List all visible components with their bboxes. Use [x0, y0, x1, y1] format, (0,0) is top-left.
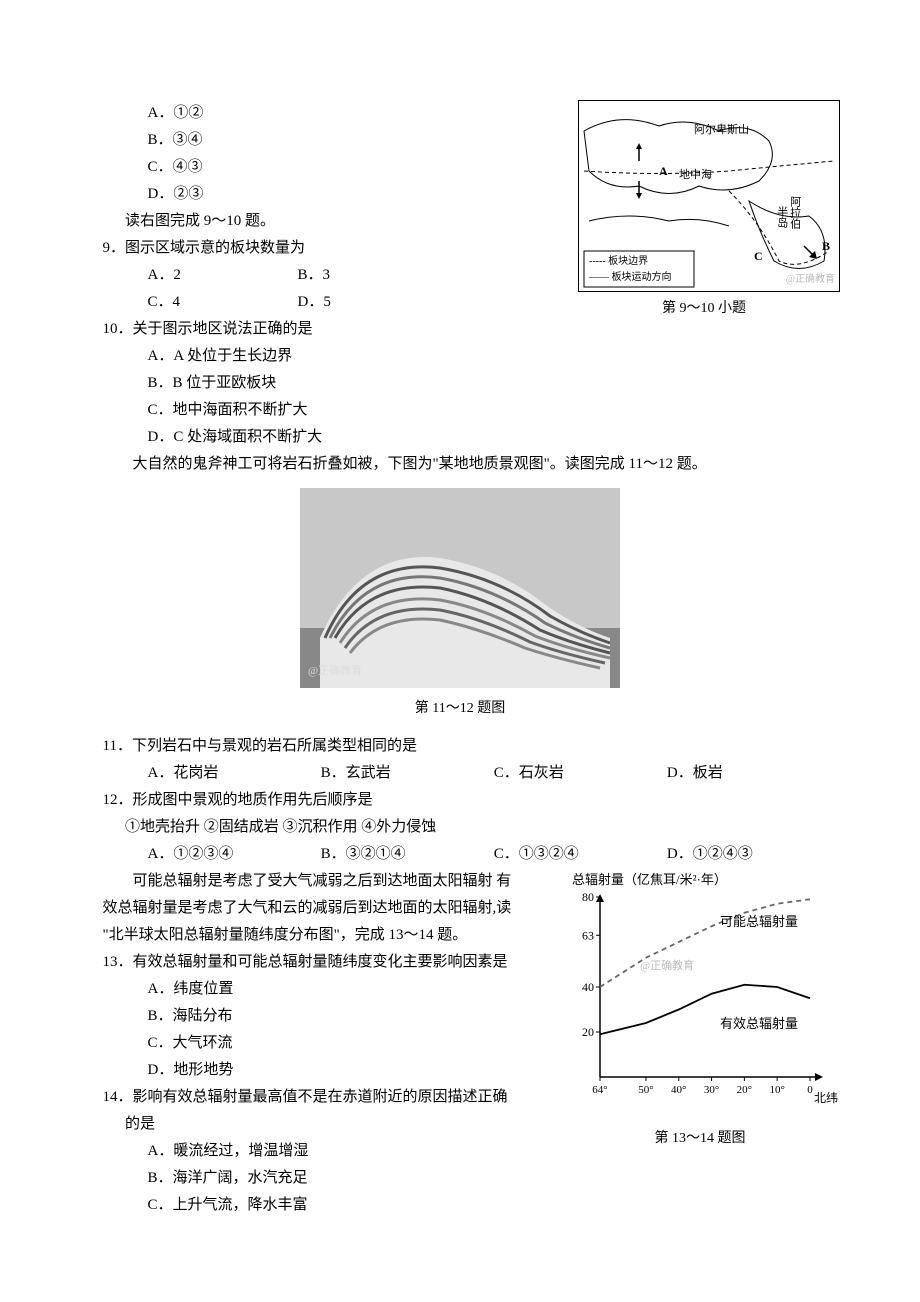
q10-opt-d: D．C 处海域面积不断扩大 — [80, 424, 568, 451]
rock-caption: 第 11～12 题图 — [80, 696, 840, 721]
q9-stem: 9．图示区域示意的板块数量为 — [80, 235, 568, 262]
q11-stem: 11．下列岩石中与景观的岩石所属类型相同的是 — [80, 733, 840, 760]
q12-opt-c: C．①③②④ — [494, 841, 667, 868]
svg-text:0: 0 — [807, 1084, 813, 1096]
rock-watermark: @正确教育 — [308, 662, 362, 682]
q11-opt-a: A．花岗岩 — [148, 760, 321, 787]
q9-opt-b: B．3 — [298, 262, 331, 289]
q10-opt-a: A．A 处位于生长边界 — [80, 343, 568, 370]
col-left-9-10: A．①② B．③④ C．④③ D．②③ 读右图完成 9～10 题。 9．图示区域… — [80, 100, 568, 451]
q10-stem: 10．关于图示地区说法正确的是 — [80, 316, 568, 343]
chart-image: 80 63 40 20 64° 50° 40° 30° 20° 10° 0 可能总辐射量 有效总辐射… — [570, 892, 840, 1122]
q14-opt-b: B．海洋广阔，水汽充足 — [80, 1165, 560, 1192]
q13-stem: 13．有效总辐射量和可能总辐射量随纬度变化主要影响因素是 — [80, 949, 560, 976]
svg-text:80: 80 — [582, 892, 594, 904]
q10-opt-c: C．地中海面积不断扩大 — [80, 397, 568, 424]
chart-xlabel: 北纬 — [814, 1088, 838, 1110]
q8-opt-b: B．③④ — [80, 127, 568, 154]
map-label-alps: 阿尔卑斯山 — [694, 121, 749, 141]
block-9-10: A．①② B．③④ C．④③ D．②③ 读右图完成 9～10 题。 9．图示区域… — [80, 100, 840, 451]
map-watermark: @正确教育 — [786, 271, 835, 289]
q13-opt-d: D．地形地势 — [80, 1057, 560, 1084]
map-legend2: —— 板块运动方向 — [589, 269, 672, 287]
q8-opt-d: D．②③ — [80, 181, 568, 208]
q13-opt-c: C．大气环流 — [80, 1030, 560, 1057]
chart-watermark: @正确教育 — [640, 957, 694, 977]
q14-opt-c: C．上升气流，降水丰富 — [80, 1192, 560, 1219]
q11-opt-c: C．石灰岩 — [494, 760, 667, 787]
svg-text:40°: 40° — [671, 1084, 686, 1096]
chart-caption: 第 13～14 题图 — [560, 1126, 840, 1151]
map-image: 阿尔卑斯山 地中海 A B C 阿拉伯 半岛 ----- 板块边界 —— 板块运… — [578, 100, 840, 292]
q14-stem2: 的是 — [80, 1111, 560, 1138]
q10-opt-b: B．B 位于亚欧板块 — [80, 370, 568, 397]
svg-text:64°: 64° — [592, 1084, 607, 1096]
chart-series2-label: 有效总辐射量 — [720, 1012, 798, 1035]
map-label-arabia2: 半岛 — [771, 206, 791, 228]
q9-opt-c: C．4 — [148, 289, 298, 316]
svg-text:10°: 10° — [769, 1084, 784, 1096]
q12-opt-a: A．①②③④ — [148, 841, 321, 868]
q12-opts: A．①②③④ B．③②①④ C．①③②④ D．①②④③ — [80, 841, 840, 868]
svg-text:63: 63 — [582, 928, 594, 942]
q14-opt-a: A．暖流经过，增温增湿 — [80, 1138, 560, 1165]
chart-title: 总辐射量（亿焦耳/米²·年） — [560, 868, 840, 891]
q12-opt-b: B．③②①④ — [321, 841, 494, 868]
map-label-medsea: 地中海 — [679, 166, 712, 186]
q11-opt-d: D．板岩 — [667, 760, 840, 787]
q9-opt-a: A．2 — [148, 262, 298, 289]
q12-stem: 12．形成图中景观的地质作用先后顺序是 — [80, 787, 840, 814]
svg-text:20: 20 — [582, 1025, 594, 1039]
svg-text:50°: 50° — [638, 1084, 653, 1096]
svg-text:30°: 30° — [704, 1084, 719, 1096]
svg-text:40: 40 — [582, 980, 594, 994]
q13-opt-a: A．纬度位置 — [80, 976, 560, 1003]
q11-opts: A．花岗岩 B．玄武岩 C．石灰岩 D．板岩 — [80, 760, 840, 787]
intro-11-12: 大自然的鬼斧神工可将岩石折叠如被，下图为"某地地质景观图"。读图完成 11～12… — [80, 451, 840, 478]
col-left-13-14: 可能总辐射是考虑了受大气减弱之后到达地面太阳辐射 有 效总辐射量是考虑了大气和云… — [80, 868, 560, 1219]
q9-opts-row2: C．4 D．5 — [80, 289, 568, 316]
intro-13-14-a: 可能总辐射是考虑了受大气减弱之后到达地面太阳辐射 有 — [80, 868, 560, 895]
q14-stem: 14．影响有效总辐射量最高值不是在赤道附近的原因描述正确 — [80, 1084, 560, 1111]
map-label-C: C — [754, 246, 763, 268]
chart-series1-label: 可能总辐射量 — [720, 910, 798, 933]
q12-sub: ①地壳抬升 ②固结成岩 ③沉积作用 ④外力侵蚀 — [80, 814, 840, 841]
q8-opt-c: C．④③ — [80, 154, 568, 181]
intro-13-14-b: 效总辐射量是考虑了大气和云的减弱后到达地面的太阳辐射,读 — [80, 895, 560, 922]
map-figure: 阿尔卑斯山 地中海 A B C 阿拉伯 半岛 ----- 板块边界 —— 板块运… — [568, 100, 840, 321]
block-13-14: 可能总辐射是考虑了受大气减弱之后到达地面太阳辐射 有 效总辐射量是考虑了大气和云… — [80, 868, 840, 1219]
svg-text:20°: 20° — [737, 1084, 752, 1096]
map-label-B: B — [822, 236, 830, 258]
q9-opt-d: D．5 — [298, 289, 331, 316]
map-label-A: A — [659, 161, 668, 183]
map-caption: 第 9～10 小题 — [568, 296, 840, 321]
chart-figure: 总辐射量（亿焦耳/米²·年） 80 63 40 20 64° 50° 40° 30° 20° 10… — [560, 868, 840, 1151]
q13-opt-b: B．海陆分布 — [80, 1003, 560, 1030]
intro-9-10: 读右图完成 9～10 题。 — [80, 208, 568, 235]
rock-figure: @正确教育 第 11～12 题图 — [80, 488, 840, 721]
intro-13-14-c: "北半球太阳总辐射量随纬度分布图"，完成 13～14 题。 — [80, 922, 560, 949]
rock-image: @正确教育 — [300, 488, 620, 688]
q9-opts-row1: A．2 B．3 — [80, 262, 568, 289]
q8-opt-a: A．①② — [80, 100, 568, 127]
q12-opt-d: D．①②④③ — [667, 841, 840, 868]
q11-opt-b: B．玄武岩 — [321, 760, 494, 787]
